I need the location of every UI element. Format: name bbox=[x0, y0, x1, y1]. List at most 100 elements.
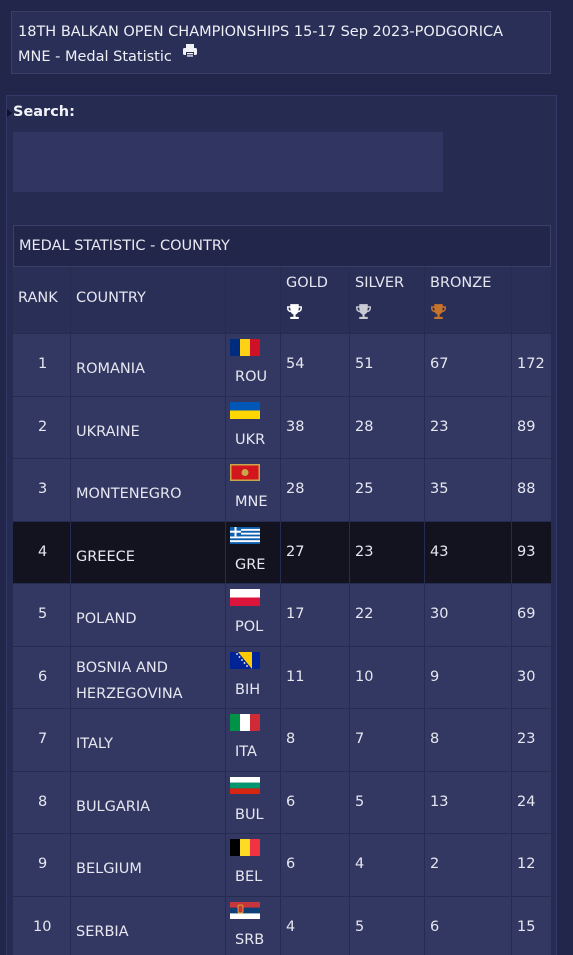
country-cell: ITALY bbox=[76, 736, 113, 752]
bronze-trophy-icon bbox=[430, 303, 447, 324]
italy-flag-icon bbox=[230, 714, 260, 731]
total-count: 89 bbox=[517, 418, 536, 435]
rank-cell: 1 bbox=[38, 356, 48, 372]
rank-cell: 4 bbox=[38, 543, 48, 560]
belgium-flag-icon bbox=[230, 839, 260, 856]
total-count: 172 bbox=[517, 356, 545, 372]
column-header-country[interactable]: COUNTRY bbox=[71, 267, 226, 333]
bronze-count: 13 bbox=[430, 793, 449, 810]
country-code: BIH bbox=[235, 681, 261, 698]
rank-cell: 2 bbox=[38, 418, 48, 435]
table-row[interactable]: 7 ITALY ITA 8 7 8 23 bbox=[13, 709, 551, 772]
silver-count: 25 bbox=[355, 481, 374, 497]
column-header-gold[interactable]: GOLD bbox=[281, 267, 350, 333]
country-code: UKR bbox=[235, 431, 266, 448]
table-header-row: RANK COUNTRY GOLD SILVER BRONZE bbox=[13, 267, 551, 334]
silver-count: 5 bbox=[355, 918, 365, 935]
collapse-caret-icon[interactable] bbox=[7, 109, 12, 117]
table-row[interactable]: 1 ROMANIA ROU 54 51 67 172 bbox=[13, 334, 551, 397]
total-count: 12 bbox=[517, 856, 536, 872]
printer-icon[interactable] bbox=[182, 43, 198, 68]
bronze-count: 6 bbox=[430, 918, 440, 935]
country-cell: GREECE bbox=[76, 548, 135, 565]
silver-count: 51 bbox=[355, 356, 374, 372]
ukraine-flag-icon bbox=[230, 401, 260, 419]
table-title: MEDAL STATISTIC - COUNTRY bbox=[13, 225, 551, 267]
gold-trophy-icon bbox=[286, 303, 303, 324]
bronze-count: 8 bbox=[430, 731, 440, 747]
country-code: SRB bbox=[235, 931, 265, 948]
gold-count: 27 bbox=[286, 543, 305, 560]
search-label: Search: bbox=[13, 104, 75, 120]
bronze-count: 2 bbox=[430, 856, 440, 872]
gold-count: 54 bbox=[286, 356, 305, 372]
total-count: 93 bbox=[517, 543, 536, 560]
rank-cell: 5 bbox=[38, 606, 48, 622]
table-row[interactable]: 5 POLAND POL 17 22 30 69 bbox=[13, 584, 551, 647]
bosnia-flag-icon bbox=[230, 651, 260, 669]
total-count: 15 bbox=[517, 918, 536, 935]
total-count: 24 bbox=[517, 793, 536, 810]
bulgaria-flag-icon bbox=[230, 776, 260, 794]
country-code: BUL bbox=[235, 806, 264, 823]
table-row[interactable]: 8 BULGARIA BUL 6 5 13 24 bbox=[13, 771, 551, 834]
bronze-count: 9 bbox=[430, 668, 440, 685]
bronze-count: 30 bbox=[430, 606, 449, 622]
country-code: ITA bbox=[235, 744, 257, 760]
bronze-count: 43 bbox=[430, 543, 449, 560]
page-subtitle: MNE - Medal Statistic bbox=[18, 49, 172, 65]
rank-cell: 6 bbox=[38, 668, 48, 685]
bronze-count: 67 bbox=[430, 356, 449, 372]
table-row[interactable]: 3 MONTENEGRO MNE 28 25 35 88 bbox=[13, 459, 551, 522]
country-cell: MONTENEGRO bbox=[76, 486, 182, 502]
column-header-silver[interactable]: SILVER bbox=[350, 267, 425, 333]
table-row[interactable]: 10 SERBIA SRB 4 5 6 15 bbox=[13, 896, 551, 955]
gold-count: 8 bbox=[286, 731, 296, 747]
gold-count: 38 bbox=[286, 418, 305, 435]
total-count: 23 bbox=[517, 731, 536, 747]
silver-count: 4 bbox=[355, 856, 365, 872]
gold-count: 28 bbox=[286, 481, 305, 497]
silver-count: 5 bbox=[355, 793, 365, 810]
table-row[interactable]: 2 UKRAINE UKR 38 28 23 89 bbox=[13, 396, 551, 459]
country-code: GRE bbox=[235, 556, 266, 573]
rank-cell: 8 bbox=[38, 793, 48, 810]
bronze-count: 35 bbox=[430, 481, 449, 497]
gold-count: 4 bbox=[286, 918, 296, 935]
column-header-bronze[interactable]: BRONZE bbox=[425, 267, 512, 333]
silver-count: 28 bbox=[355, 418, 374, 435]
page-header: 18TH BALKAN OPEN CHAMPIONSHIPS 15-17 Sep… bbox=[11, 11, 551, 74]
table-row[interactable]: 9 BELGIUM BEL 6 4 2 12 bbox=[13, 834, 551, 897]
silver-count: 10 bbox=[355, 668, 374, 685]
rank-cell: 10 bbox=[33, 918, 52, 935]
country-cell: BOSNIA AND HERZEGOVINA bbox=[76, 659, 183, 702]
country-code: POL bbox=[235, 619, 264, 635]
medal-table: MEDAL STATISTIC - COUNTRY RANK COUNTRY G… bbox=[13, 225, 551, 955]
search-input[interactable] bbox=[13, 132, 443, 192]
country-cell: SERBIA bbox=[76, 923, 129, 940]
country-code: BEL bbox=[235, 869, 263, 885]
country-code: MNE bbox=[235, 494, 268, 510]
total-count: 69 bbox=[517, 606, 536, 622]
silver-count: 23 bbox=[355, 543, 374, 560]
gold-count: 6 bbox=[286, 793, 296, 810]
content-panel: Search: MEDAL STATISTIC - COUNTRY RANK C… bbox=[6, 95, 557, 955]
total-count: 88 bbox=[517, 481, 536, 497]
table-row-highlighted[interactable]: 4 GREECE GRE 27 bbox=[13, 521, 551, 584]
silver-count: 7 bbox=[355, 731, 365, 747]
romania-flag-icon bbox=[230, 339, 260, 356]
column-header-total bbox=[512, 267, 551, 333]
rank-cell: 3 bbox=[38, 481, 48, 497]
column-header-rank[interactable]: RANK bbox=[13, 267, 71, 333]
table-row[interactable]: 6 BOSNIA AND HERZEGOVINA BIH 11 10 9 30 bbox=[13, 646, 551, 709]
serbia-flag-icon bbox=[230, 901, 260, 919]
country-cell: BELGIUM bbox=[76, 861, 142, 877]
silver-count: 22 bbox=[355, 606, 374, 622]
country-cell: ROMANIA bbox=[76, 361, 145, 377]
total-count: 30 bbox=[517, 668, 536, 685]
silver-trophy-icon bbox=[355, 303, 372, 324]
gold-count: 6 bbox=[286, 856, 296, 872]
montenegro-flag-icon bbox=[230, 464, 260, 481]
rank-cell: 9 bbox=[38, 856, 48, 872]
bronze-count: 23 bbox=[430, 418, 449, 435]
